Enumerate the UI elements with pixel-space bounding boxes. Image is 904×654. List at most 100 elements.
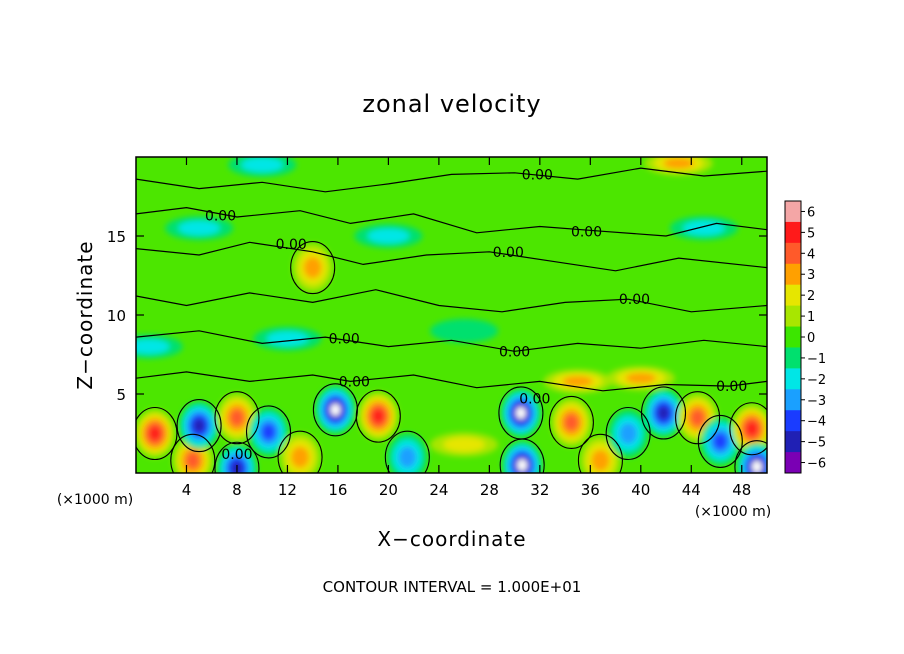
field-contour-band [591,449,610,472]
field-feature [502,441,543,473]
colorbar-swatch [785,242,801,265]
colorbar-tick-label: 2 [807,289,815,304]
field-contour-band [185,452,200,469]
x-tick-label: 44 [682,481,701,499]
field-contour-band [619,422,638,445]
contour-label-layer: 0.00 0.00 0.00 0.00 0.00 0.00 0.00 0.00 0.00 0.00… [205,167,747,463]
chart-title: zonal velocity [362,90,541,118]
x-axis-ticks: 4 8 12 16 20 24 28 32 36 40 44 48 [182,157,751,499]
colorbar-swatch [785,452,801,474]
contour-label: 0.00 [499,344,530,360]
field-contour-band [564,414,579,431]
zero-contour-loop [675,391,721,445]
zero-contour-loop [214,391,260,445]
zero-contour-loop [245,405,292,459]
field-contour-band [266,331,309,347]
x-tick-label: 40 [631,481,650,499]
zero-contour-loop [136,406,178,461]
field-feature [280,433,321,473]
colorbar-swatch [785,410,801,432]
y-tick-label: 5 [116,386,126,404]
zero-contour-line [136,167,767,193]
zero-contour-loop [170,433,216,473]
field-feature [644,157,713,176]
field-feature [430,318,499,343]
field-contour-band [303,256,322,279]
zero-contour-loop [729,402,767,456]
colorbar-swatch [785,431,801,453]
field-contour-band [746,421,758,436]
zero-contour-line [136,289,767,313]
zero-contour-loop [548,395,594,449]
colorbar-tick-label: 3 [807,268,815,283]
field-feature [731,404,767,453]
field-contour-band [149,426,161,441]
field-feature [216,393,257,442]
field-feature [643,388,684,437]
zero-contour-loop [697,414,743,468]
colorbar-swatch [785,263,801,286]
y-tick-label: 10 [107,307,126,325]
field-contour-band [430,318,499,343]
zero-contour-loop [734,440,767,473]
field-feature [165,216,234,241]
field-contour-band [291,446,309,468]
zero-contour-loop [384,430,430,473]
x-tick-label: 48 [732,481,751,499]
field-feature [136,334,183,359]
field-feature [136,409,175,458]
contour-label: 0.00 [522,167,553,183]
colorbar-tick-label: 1 [807,310,815,325]
field-contour-band [398,446,417,468]
contour-label: 0.00 [276,237,307,253]
field-extreme-core [517,459,528,472]
zero-contour-loop [640,386,687,440]
x-tick-label: 4 [182,481,192,499]
x-tick-label: 12 [278,481,297,499]
field-contour-band [657,406,670,420]
field-contour-band [562,376,593,387]
x-tick-label: 36 [581,481,600,499]
contour-label: 0.00 [329,332,360,348]
field-contour-band [178,220,221,236]
colorbar-tick-label: −5 [807,436,826,451]
colorbar-tick-label: −6 [807,457,826,472]
colorbar-tick-label: 6 [807,205,815,220]
field-contour-band [663,157,694,169]
colorbar-swatch [785,347,801,369]
field-layer [136,157,767,473]
y-axis-label: Z−coordinate [73,240,97,389]
field-feature [606,366,675,391]
x-unit-right: (×1000 m) [695,504,771,520]
contour-interval-note: CONTOUR INTERVAL = 1.000E+01 [323,578,582,596]
zero-contour-loop [277,430,323,473]
field-contour-band [261,423,276,441]
field-feature [358,392,399,441]
field-contour-band [193,418,205,433]
zero-contour-loop [355,389,401,443]
x-unit-left: (×1000 m) [57,492,133,508]
contour-layer [136,167,767,473]
plot-area: 0.00 0.00 0.00 0.00 0.00 0.00 0.00 0.00 0.00 0.00… [136,157,767,473]
x-tick-label: 16 [328,481,347,499]
field-feature [543,369,612,394]
x-tick-label: 28 [480,481,499,499]
field-contour-band [682,220,725,236]
field-feature [580,436,621,473]
field-feature [228,157,297,177]
y-tick-label: 15 [107,228,126,246]
contour-label: 0.00 [619,292,650,308]
field-contour-band [690,409,705,427]
colorbar-tick-label: 4 [807,247,815,262]
field-contour-band [372,409,385,423]
zero-contour-loop [577,433,623,473]
field-feature [354,224,423,248]
field-contour-band [367,228,410,244]
contour-label: 0.00 [493,245,524,261]
colorbar-tick-label: −3 [807,394,826,409]
field-contour-band [713,433,728,450]
field-feature [292,243,333,292]
x-tick-label: 32 [530,481,549,499]
zero-contour-line [136,330,767,352]
